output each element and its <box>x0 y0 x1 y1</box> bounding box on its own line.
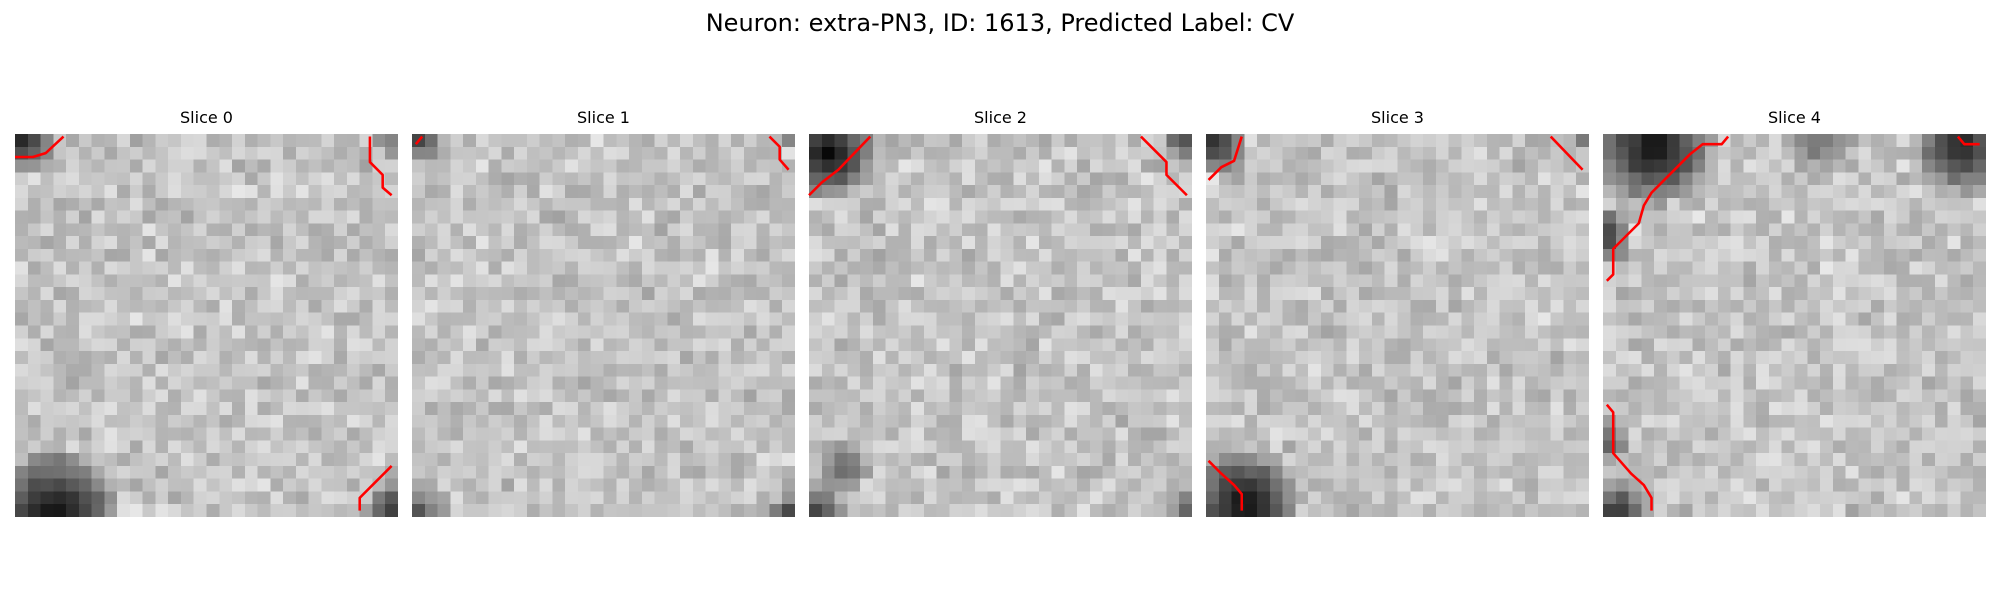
contour-line-0-1 <box>368 136 393 197</box>
slice-panel-2: Slice 2 <box>808 108 1192 517</box>
slice-panel-3: Slice 3 <box>1206 108 1589 517</box>
slice-image-3 <box>1206 134 1589 517</box>
contour-line-3-2 <box>1207 459 1244 511</box>
slice-contours-2 <box>808 135 1188 197</box>
contour-line-1-0 <box>414 135 424 146</box>
slice-title-0: Slice 0 <box>180 108 233 127</box>
slice-contours-0 <box>15 135 393 511</box>
contour-line-3-1 <box>1549 135 1584 171</box>
slice-panel-1: Slice 1 <box>412 108 795 517</box>
slice-panel-0: Slice 0 <box>15 108 398 517</box>
contour-line-4-0 <box>1605 135 1730 282</box>
slice-contours-4 <box>1605 135 1980 511</box>
slice-image-2 <box>809 134 1192 517</box>
slice-image-4 <box>1603 134 1986 517</box>
slice-title-1: Slice 1 <box>577 108 630 127</box>
contour-line-1-1 <box>768 135 790 171</box>
contour-line-4-1 <box>1956 135 1980 146</box>
contour-line-2-0 <box>808 135 872 197</box>
slice-title-2: Slice 2 <box>974 108 1027 127</box>
slice-contours-1 <box>414 135 790 171</box>
contour-line-0-2 <box>358 465 393 511</box>
contour-line-0-0 <box>15 135 65 159</box>
contour-line-3-0 <box>1207 136 1243 181</box>
slice-contours-3 <box>1207 135 1584 511</box>
contour-line-4-2 <box>1605 403 1653 511</box>
slice-title-4: Slice 4 <box>1768 108 1821 127</box>
contour-line-2-1 <box>1140 135 1188 197</box>
slice-image-1 <box>412 134 795 517</box>
slice-title-3: Slice 3 <box>1371 108 1424 127</box>
slice-image-0 <box>15 134 398 517</box>
figure-title: Neuron: extra-PN3, ID: 1613, Predicted L… <box>705 9 1295 37</box>
slice-panel-4: Slice 4 <box>1603 108 1986 517</box>
